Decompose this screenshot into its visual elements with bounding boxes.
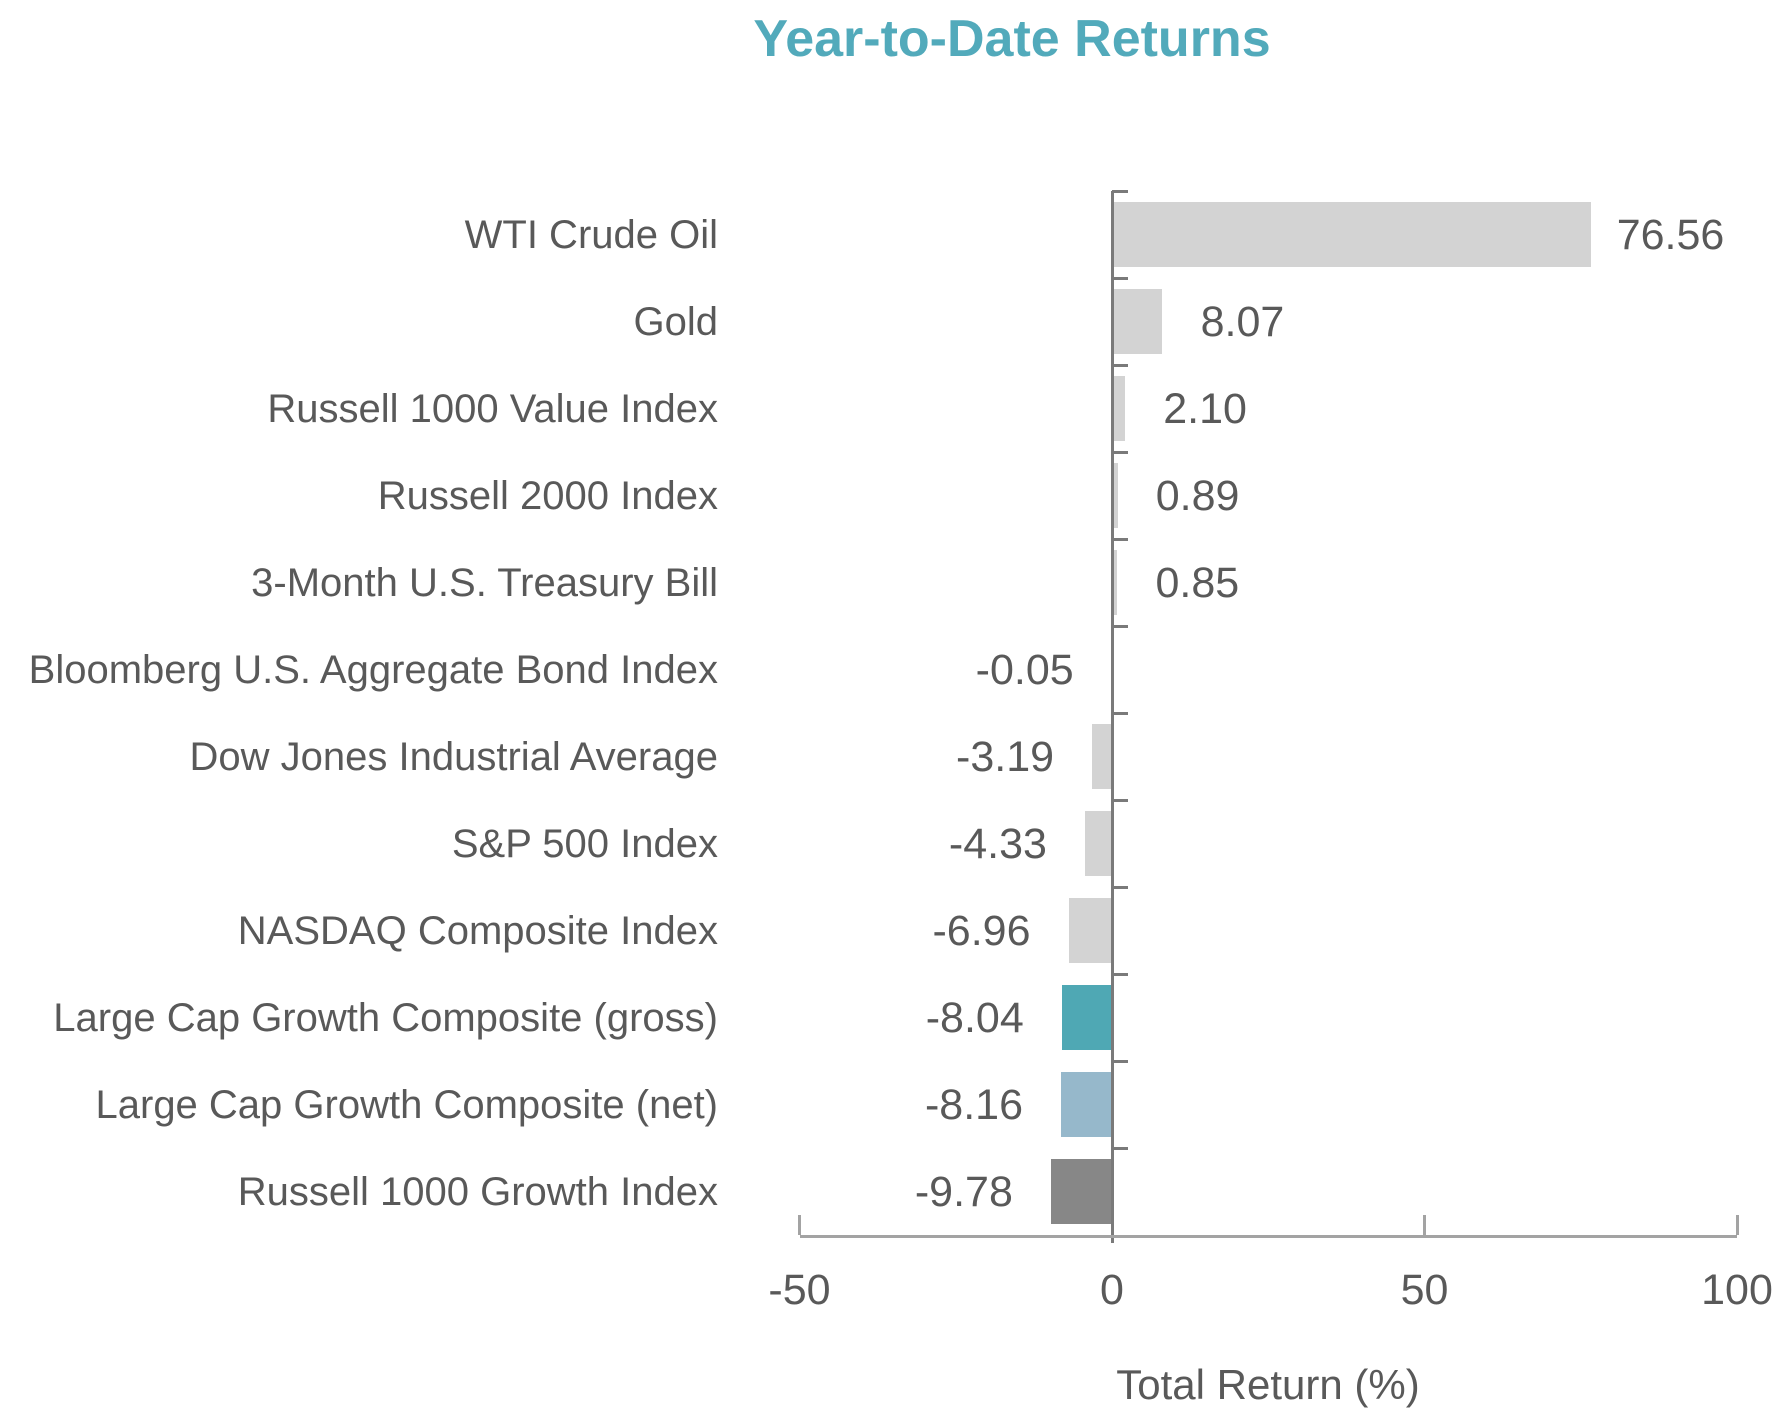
category-axis-tick (1112, 364, 1128, 367)
category-axis-tick (1112, 538, 1128, 541)
value-axis-tick (1423, 1215, 1426, 1235)
bar (1050, 1159, 1112, 1224)
category-label: WTI Crude Oil (464, 212, 718, 257)
bar (1068, 898, 1112, 963)
bar (1112, 550, 1118, 615)
bar (1092, 724, 1112, 789)
value-label: -3.19 (956, 732, 1055, 781)
bar (1084, 811, 1112, 876)
value-axis-tick (798, 1215, 801, 1235)
x-axis-title: Total Return (%) (1116, 1361, 1420, 1408)
category-label: Large Cap Growth Composite (gross) (53, 995, 718, 1040)
category-axis-tick (1112, 190, 1128, 193)
value-label: -4.33 (948, 819, 1047, 868)
x-tick-label: 50 (1400, 1266, 1449, 1314)
bar (1061, 985, 1112, 1050)
x-tick-label: 100 (1701, 1266, 1773, 1314)
category-label: Bloomberg U.S. Aggregate Bond Index (28, 647, 718, 692)
value-label: -8.16 (924, 1080, 1023, 1129)
category-axis-tick (1112, 973, 1128, 976)
category-label: S&P 500 Index (451, 821, 718, 866)
value-label: 8.07 (1200, 297, 1285, 346)
category-axis-tick (1112, 712, 1128, 715)
value-label: 0.85 (1155, 558, 1240, 607)
category-axis-tick (1112, 625, 1128, 628)
category-label: Large Cap Growth Composite (net) (95, 1082, 719, 1127)
value-label: 2.10 (1163, 384, 1247, 433)
category-axis-tick (1112, 799, 1128, 802)
category-axis-tick (1112, 1147, 1128, 1150)
bar (1112, 463, 1118, 528)
bar (1112, 376, 1126, 441)
chart-title: Year-to-Date Returns (753, 10, 1271, 68)
x-tick-label: -50 (768, 1266, 831, 1314)
category-axis-tick (1112, 451, 1128, 454)
value-label: 76.56 (1616, 210, 1725, 259)
value-axis-tick (1735, 1215, 1739, 1235)
bar (1061, 1072, 1112, 1137)
x-tick-label: 0 (1100, 1266, 1124, 1314)
category-label: NASDAQ Composite Index (237, 908, 718, 953)
category-label: 3-Month U.S. Treasury Bill (251, 560, 718, 605)
bar (1112, 289, 1163, 354)
category-axis-tick (1112, 886, 1128, 889)
value-label: -6.96 (932, 906, 1031, 955)
value-label: -8.04 (925, 993, 1024, 1042)
category-label: Dow Jones Industrial Average (189, 734, 718, 779)
category-axis-line (1110, 191, 1114, 1243)
value-label: -0.05 (975, 645, 1074, 694)
category-axis-tick (1112, 1060, 1128, 1063)
category-label: Gold (633, 299, 719, 344)
value-label: -9.78 (914, 1167, 1013, 1216)
value-axis-line (799, 1235, 1737, 1238)
category-label: Russell 2000 Index (377, 473, 718, 518)
category-axis-tick (1112, 277, 1128, 280)
category-label: Russell 1000 Value Index (267, 386, 718, 431)
category-label: Russell 1000 Growth Index (237, 1169, 718, 1214)
bar (1112, 202, 1591, 267)
value-label: 0.89 (1155, 471, 1240, 520)
